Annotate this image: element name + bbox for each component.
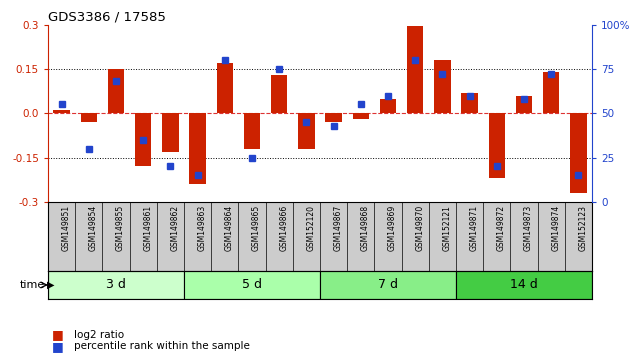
Text: 3 d: 3 d xyxy=(106,279,126,291)
Text: GSM149874: GSM149874 xyxy=(551,205,560,251)
Text: percentile rank within the sample: percentile rank within the sample xyxy=(74,341,250,351)
Bar xyxy=(244,113,260,149)
Text: GSM152120: GSM152120 xyxy=(307,205,316,251)
Text: GDS3386 / 17585: GDS3386 / 17585 xyxy=(48,11,166,24)
Text: GSM149866: GSM149866 xyxy=(279,205,288,251)
Bar xyxy=(48,271,184,299)
Bar xyxy=(217,63,233,113)
Bar xyxy=(184,271,320,299)
Text: 14 d: 14 d xyxy=(510,279,538,291)
Bar xyxy=(81,113,97,122)
Bar xyxy=(456,271,592,299)
Text: ▶: ▶ xyxy=(47,280,55,290)
Text: log2 ratio: log2 ratio xyxy=(74,330,124,339)
Bar xyxy=(516,96,532,113)
Text: GSM149873: GSM149873 xyxy=(524,205,533,251)
Text: time: time xyxy=(20,280,45,290)
Text: GSM149869: GSM149869 xyxy=(388,205,397,251)
Bar xyxy=(380,98,396,113)
Text: GSM149868: GSM149868 xyxy=(361,205,370,251)
Text: GSM149865: GSM149865 xyxy=(252,205,261,251)
Text: GSM149861: GSM149861 xyxy=(143,205,152,251)
Text: ■: ■ xyxy=(52,340,63,353)
Text: 7 d: 7 d xyxy=(378,279,398,291)
Text: GSM149871: GSM149871 xyxy=(470,205,479,251)
Bar xyxy=(271,75,287,113)
Bar xyxy=(54,110,70,113)
Bar xyxy=(163,113,179,152)
Text: GSM149870: GSM149870 xyxy=(415,205,424,251)
Bar xyxy=(435,60,451,113)
Bar xyxy=(189,113,206,184)
Bar xyxy=(570,113,587,193)
Text: GSM149855: GSM149855 xyxy=(116,205,125,251)
Bar xyxy=(326,113,342,122)
Bar xyxy=(353,113,369,119)
Bar xyxy=(543,72,559,113)
Bar xyxy=(135,113,152,166)
Bar xyxy=(108,69,124,113)
Bar xyxy=(461,93,478,113)
Text: GSM149851: GSM149851 xyxy=(61,205,70,251)
Text: GSM152123: GSM152123 xyxy=(579,205,588,251)
Text: ■: ■ xyxy=(52,328,63,341)
Text: 5 d: 5 d xyxy=(242,279,262,291)
Text: GSM149854: GSM149854 xyxy=(89,205,98,251)
Bar xyxy=(298,113,315,149)
Text: GSM149863: GSM149863 xyxy=(198,205,207,251)
Text: GSM149862: GSM149862 xyxy=(170,205,179,251)
Text: GSM149872: GSM149872 xyxy=(497,205,506,251)
Text: GSM149867: GSM149867 xyxy=(333,205,342,251)
Bar xyxy=(320,271,456,299)
Bar xyxy=(407,26,424,113)
Text: GSM152121: GSM152121 xyxy=(442,205,451,251)
Text: GSM149864: GSM149864 xyxy=(225,205,234,251)
Bar xyxy=(489,113,505,178)
